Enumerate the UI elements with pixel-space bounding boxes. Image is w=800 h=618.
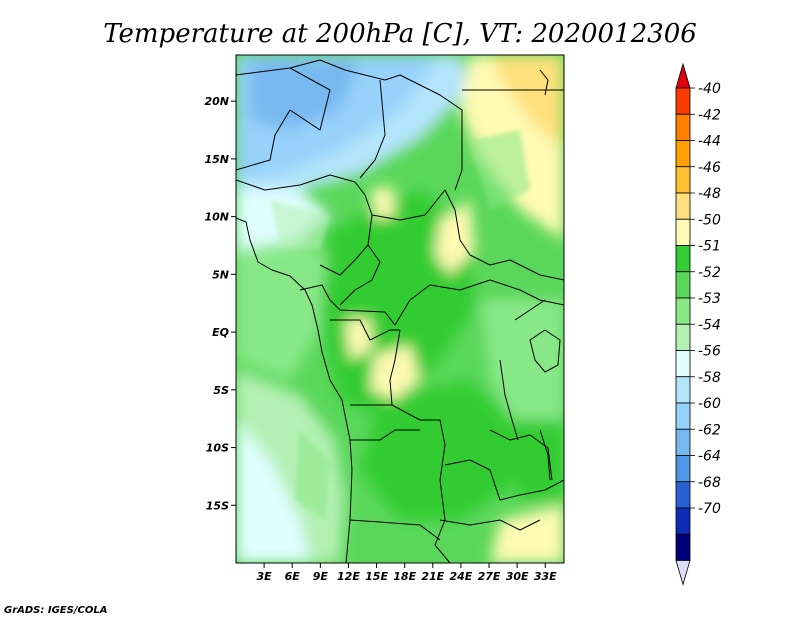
- y-tick-label: 5N: [212, 268, 229, 281]
- colorbar-segment: [675, 455, 691, 483]
- y-tick-label: 5S: [213, 384, 229, 397]
- colorbar-label: -53: [698, 291, 721, 307]
- x-tick-label: 24E: [450, 570, 473, 583]
- colorbar-label: -40: [698, 81, 721, 97]
- chart-title: Temperature at 200hPa [C], VT: 202001230…: [103, 19, 697, 49]
- colorbar-label: -64: [698, 449, 721, 465]
- x-tick-label: 30E: [506, 570, 529, 583]
- map-frame: [235, 54, 565, 564]
- colorbar-bottom-cap: [675, 560, 691, 586]
- colorbar-top-cap: [675, 62, 691, 89]
- colorbar-label: -68: [698, 475, 721, 491]
- colorbar-segment: [675, 245, 691, 273]
- colorbar-segment: [675, 376, 691, 404]
- colorbar-segment: [675, 87, 691, 115]
- y-tick-label: 20N: [204, 95, 229, 108]
- y-tick-label: 15S: [206, 499, 229, 512]
- colorbar-segment: [675, 507, 691, 535]
- colorbar-label: -58: [698, 370, 721, 386]
- colorbar-label: -51: [698, 239, 721, 255]
- colorbar-label: -52: [698, 265, 721, 281]
- y-axis-ticks: 20N 15N 10N 5N EQ 5S 10S 15S: [204, 95, 236, 512]
- colorbar-segment: [675, 297, 691, 325]
- colorbar-label: -50: [698, 212, 721, 228]
- y-tick-label: 10S: [206, 442, 229, 455]
- x-tick-label: 6E: [285, 570, 301, 583]
- colorbar-segment: [675, 323, 691, 351]
- y-tick-label: EQ: [212, 326, 229, 339]
- colorbar-label: -46: [698, 160, 721, 176]
- colorbar-label: -62: [698, 422, 721, 438]
- y-tick-label: 10N: [204, 211, 229, 224]
- colorbar-segment: [675, 218, 691, 246]
- colorbar-label: -42: [698, 107, 721, 123]
- x-tick-label: 21E: [421, 570, 444, 583]
- y-tick-label: 15N: [204, 153, 229, 166]
- colorbar-segment: [675, 113, 691, 141]
- colorbar-segment: [675, 481, 691, 509]
- colorbar-label: -56: [698, 344, 721, 360]
- colorbar-segment: [675, 428, 691, 456]
- x-tick-label: 9E: [313, 570, 329, 583]
- colorbar-segment: [675, 271, 691, 299]
- colorbar-label: -60: [698, 396, 721, 412]
- colorbar-label: -54: [698, 317, 721, 333]
- colorbar-label: -70: [698, 501, 721, 517]
- x-tick-label: 3E: [257, 570, 273, 583]
- credit-text: GrADS: IGES/COLA: [4, 605, 107, 616]
- x-tick-label: 15E: [365, 570, 388, 583]
- x-tick-label: 33E: [534, 570, 557, 583]
- x-axis-ticks: 3E 6E 9E 12E 15E 18E 21E 24E 27E 30E 33E: [257, 563, 557, 583]
- temperature-field: [236, 55, 564, 563]
- colorbar-label: -48: [698, 186, 721, 202]
- colorbar-segment: [675, 402, 691, 430]
- x-tick-label: 27E: [478, 570, 501, 583]
- colorbar-segment: [675, 192, 691, 220]
- colorbar-segment: [675, 140, 691, 168]
- colorbar-segment: [675, 350, 691, 378]
- x-tick-label: 12E: [337, 570, 360, 583]
- x-tick-label: 18E: [393, 570, 416, 583]
- colorbar-segment: [675, 166, 691, 194]
- colorbar-label: -44: [698, 134, 721, 150]
- colorbar-segment: [675, 533, 691, 561]
- colorbar: -40 -42 -44 -46 -48 -50 -51 -52 -53 -54 -56 -58 -60 -…: [675, 62, 721, 586]
